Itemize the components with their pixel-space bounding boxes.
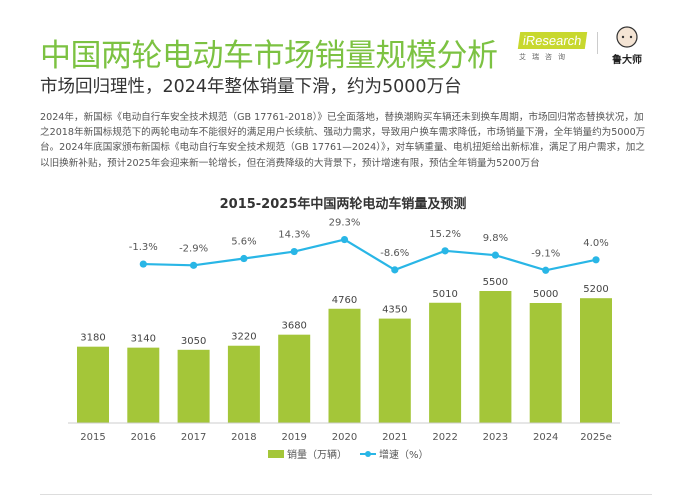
- bar-2019: [278, 334, 311, 423]
- growth-label: -1.3%: [129, 242, 158, 253]
- footer-divider: [40, 494, 652, 495]
- bar-label: 5000: [533, 289, 558, 300]
- bar-label: 3050: [181, 336, 206, 347]
- growth-point: [290, 247, 298, 256]
- bar-label: 5010: [432, 289, 457, 300]
- growth-point: [491, 251, 499, 259]
- growth-label: -9.1%: [531, 248, 560, 259]
- growth-point: [240, 254, 248, 263]
- bar-label: 5500: [483, 277, 508, 288]
- iresearch-logo: iResearch 艾瑞咨询: [517, 30, 587, 62]
- growth-label: -8.6%: [380, 248, 409, 259]
- bar-2020: [328, 308, 361, 423]
- x-tick-label: 2020: [332, 432, 357, 443]
- x-tick-label: 2016: [131, 432, 156, 443]
- bar-2022: [429, 302, 462, 423]
- bar-2016: [127, 347, 160, 423]
- growth-point: [340, 235, 349, 244]
- legend-line-label: 增速（%）: [379, 448, 429, 461]
- x-tick-label: 2021: [382, 432, 407, 443]
- bar-2021: [378, 318, 411, 423]
- page-title: 中国两轮电动车市场销量规模分析: [40, 38, 498, 74]
- ludashi-logo: 鲁大师: [612, 24, 642, 66]
- logo-divider: [597, 32, 598, 54]
- bar-2015: [77, 346, 109, 423]
- bar-2018: [227, 345, 260, 423]
- description-paragraph: 2024年，新国标《电动自行车安全技术规范（GB 17761-2018）》已全面…: [40, 112, 646, 169]
- growth-point: [139, 260, 147, 268]
- bar-label: 5200: [583, 284, 608, 295]
- legend-bar-swatch: [268, 450, 284, 458]
- bar-2023: [479, 291, 512, 423]
- bar-2025e: [580, 298, 612, 423]
- bar-label: 4760: [332, 295, 357, 306]
- bar-label: 3180: [80, 333, 105, 344]
- x-tick-label: 2024: [533, 432, 558, 443]
- growth-label: 14.3%: [278, 230, 310, 241]
- growth-point: [441, 247, 449, 255]
- x-tick-label: 2022: [432, 432, 457, 443]
- mascot-icon: [616, 26, 638, 48]
- growth-label: 4.0%: [583, 238, 608, 249]
- growth-label: -2.9%: [179, 243, 208, 254]
- growth-label: 5.6%: [231, 237, 256, 248]
- x-tick-label: 2025e: [580, 432, 612, 443]
- x-tick-label: 2017: [181, 432, 206, 443]
- chart-title: 2015-2025年中国两轮电动车销量及预测: [220, 196, 467, 212]
- bar-label: 3140: [131, 334, 156, 345]
- growth-point: [190, 261, 198, 269]
- x-tick-label: 2018: [231, 432, 256, 443]
- growth-point: [592, 256, 600, 264]
- growth-line: [143, 238, 597, 272]
- legend: 销量（万辆） 增速（%）: [268, 448, 429, 461]
- bar-2017: [177, 349, 210, 423]
- growth-point: [391, 266, 399, 274]
- bar-label: 4350: [382, 305, 407, 316]
- growth-label: 15.2%: [429, 229, 461, 240]
- legend-bar-label: 销量（万辆）: [287, 448, 347, 461]
- bar-2024: [529, 303, 562, 423]
- x-tick-label: 2019: [281, 432, 306, 443]
- growth-point: [542, 266, 550, 274]
- bar-label: 3680: [281, 321, 306, 332]
- x-tick-label: 2015: [80, 432, 105, 443]
- x-tick-label: 2023: [483, 432, 508, 443]
- growth-label: 9.8%: [483, 233, 508, 244]
- bar-label: 3220: [231, 332, 256, 343]
- page-subtitle: 市场回归理性，2024年整体销量下滑，约为5000万台: [40, 77, 462, 97]
- growth-label: 29.3%: [329, 218, 361, 229]
